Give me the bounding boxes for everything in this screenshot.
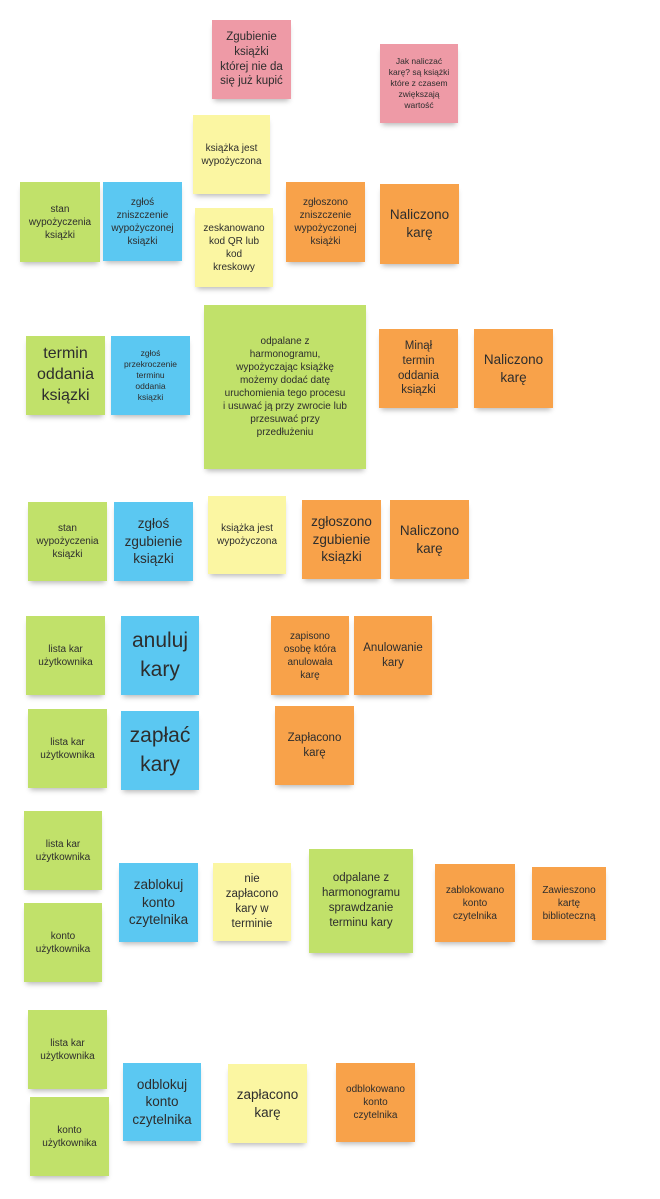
note-text: zapłać kary — [129, 724, 191, 776]
sticky-note-fine-question: Jak naliczać karę? są książki które z cz… — [380, 44, 458, 123]
note-text: zgłoś przekroczenie terminu oddania ksią… — [124, 347, 177, 403]
note-text: konto użytkownika — [42, 1124, 97, 1149]
sticky-note-fine-paid: Zapłacono karę — [275, 706, 354, 785]
note-text: odpalane z harmonogramu, wypożyczając ks… — [223, 336, 347, 438]
sticky-note-user-account: konto użytkownika — [30, 1097, 109, 1176]
note-text: zapisono osobę która anulowała karę — [283, 630, 337, 681]
sticky-note-deadline-passed: Minął termin oddania ksiązki — [379, 329, 458, 408]
note-text: konto użytkownika — [35, 930, 91, 955]
sticky-note-scheduler-fine-check: odpalane z harmonogramu sprawdzanie term… — [309, 849, 413, 953]
sticky-note-lost-book-problem: Zgubienie książki której nie da się już … — [212, 20, 291, 99]
note-text: zablokowano konto czytelnika — [445, 884, 505, 922]
note-text: stan wypożyczenia książki — [28, 203, 92, 241]
sticky-note-fines-cancelled: Anulowanie kary — [354, 616, 432, 695]
sticky-note-fine-charged: Naliczono karę — [474, 329, 553, 408]
sticky-note-damage-reported: zgłoszono zniszczenie wypożyczonej książ… — [286, 182, 365, 262]
sticky-note-fine-charged: Naliczono karę — [390, 500, 469, 579]
sticky-note-fine-unpaid-on-time: nie zapłacono kary w terminie — [213, 863, 291, 941]
sticky-note-fine-charged: Naliczono karę — [380, 184, 459, 264]
sticky-note-pay-fines-command: zapłać kary — [121, 711, 199, 790]
note-text: Naliczono karę — [399, 522, 460, 556]
sticky-note-account-blocked: zablokowano konto czytelnika — [435, 864, 515, 942]
note-text: lista kar użytkownika — [40, 1037, 95, 1062]
note-text: zapłacono karę — [236, 1086, 299, 1120]
sticky-note-due-date: termin oddania ksiązki — [26, 336, 105, 415]
sticky-note-block-account-command: zablokuj konto czytelnika — [119, 863, 198, 942]
note-text: zablokuj konto czytelnika — [128, 877, 189, 928]
note-text: Naliczono karę — [389, 207, 450, 240]
sticky-note-account-unblocked: odblokowano konto czytelnika — [336, 1063, 415, 1142]
sticky-note-loan-status: stan wypożyczenia ksiązki — [28, 502, 107, 581]
note-text: termin oddania ksiązki — [37, 345, 94, 404]
sticky-note-user-fines-list: lista kar użytkownika — [28, 709, 107, 788]
note-text: zgłoszono zniszczenie wypożyczonej książ… — [294, 197, 357, 247]
sticky-note-report-overdue-command: zgłoś przekroczenie terminu oddania ksią… — [111, 336, 190, 415]
note-text: Jak naliczać karę? są książki które z cz… — [388, 55, 450, 111]
note-text: lista kar użytkownika — [35, 838, 91, 863]
note-text: lista kar użytkownika — [40, 736, 95, 761]
sticky-note-scheduler-policy: odpalane z harmonogramu, wypożyczając ks… — [204, 305, 366, 469]
sticky-note-user-account: konto użytkownika — [24, 903, 102, 982]
note-text: Anulowanie kary — [363, 641, 423, 669]
note-text: anuluj kary — [131, 629, 189, 681]
sticky-note-qr-scanned: zeskanowano kod QR lub kod kreskowy — [195, 208, 273, 287]
sticky-note-library-card-suspended: Zawieszono kartę biblioteczną — [532, 867, 606, 940]
sticky-note-fine-paid-policy: zapłacono karę — [228, 1064, 307, 1143]
sticky-note-loss-reported: zgłoszono zgubienie ksiązki — [302, 500, 381, 579]
note-text: odblokuj konto czytelnika — [132, 1076, 192, 1127]
note-text: Minął termin oddania ksiązki — [398, 339, 439, 397]
sticky-note-user-fines-list: lista kar użytkownika — [24, 811, 102, 890]
sticky-note-unblock-account-command: odblokuj konto czytelnika — [123, 1063, 201, 1141]
note-text: książka jest wypożyczona — [216, 523, 278, 547]
note-text: Zapłacono karę — [287, 731, 342, 759]
note-text: Naliczono karę — [483, 351, 544, 385]
sticky-note-canceller-recorded: zapisono osobę która anulowała karę — [271, 616, 349, 695]
sticky-note-book-borrowed: książka jest wypożyczona — [208, 496, 286, 574]
sticky-note-user-fines-list: lista kar użytkownika — [28, 1010, 107, 1089]
note-text: Zgubienie książki której nie da się już … — [220, 30, 283, 88]
sticky-note-loan-status: stan wypożyczenia książki — [20, 182, 100, 262]
note-text: zgłoś zniszczenie wypożyczonej ksiązki — [111, 196, 174, 247]
sticky-note-report-loss-command: zgłoś zgubienie ksiązki — [114, 502, 193, 581]
note-text: książka jest wypożyczona — [201, 142, 262, 167]
note-text: Zawieszono kartę biblioteczną — [542, 885, 596, 922]
note-text: odblokowano konto czytelnika — [346, 1084, 405, 1121]
sticky-note-book-borrowed: książka jest wypożyczona — [193, 115, 270, 194]
note-text: zeskanowano kod QR lub kod kreskowy — [203, 222, 265, 273]
sticky-note-user-fines-list: lista kar użytkownika — [26, 616, 105, 695]
note-text: zgłoś zgubienie ksiązki — [124, 516, 183, 567]
note-text: zgłoszono zgubienie ksiązki — [311, 514, 372, 565]
note-text: stan wypożyczenia ksiązki — [36, 523, 99, 560]
note-text: odpalane z harmonogramu sprawdzanie term… — [322, 872, 400, 929]
sticky-note-cancel-fines-command: anuluj kary — [121, 616, 199, 695]
sticky-note-report-damage-command: zgłoś zniszczenie wypożyczonej ksiązki — [103, 182, 182, 261]
note-text: nie zapłacono kary w terminie — [225, 873, 279, 930]
note-text: lista kar użytkownika — [38, 643, 93, 668]
